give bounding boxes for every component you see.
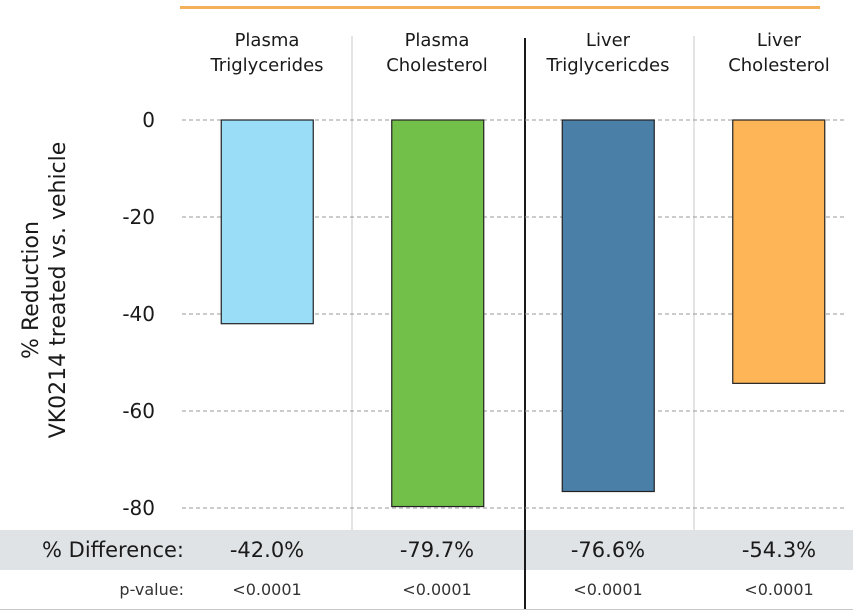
p-value-row: p-value: <0.0001 <0.0001 <0.0001 <0.0001: [0, 570, 853, 609]
category-label-plasma-triglycerides: Plasma Triglycerides: [182, 28, 352, 78]
category-label-line2: Triglycericdes: [546, 55, 670, 76]
percent-difference-value: -42.0%: [229, 538, 305, 562]
bar: [561, 119, 655, 493]
bar: [391, 119, 485, 508]
top-accent-rule: [180, 6, 820, 9]
category-label-liver-cholesterol: Liver Cholesterol: [694, 28, 853, 78]
y-tick-label: -40: [122, 302, 155, 326]
y-tick-label: 0: [142, 108, 155, 132]
category-label-line1: Plasma: [404, 30, 470, 51]
y-tick-label: -60: [122, 399, 155, 423]
percent-difference-row: % Difference: -42.0% -79.7% -76.6% -54.3…: [0, 530, 853, 570]
bar: [732, 119, 826, 384]
category-label-liver-triglycerides: Liver Triglycericdes: [523, 28, 693, 78]
y-tick-label: -20: [122, 205, 155, 229]
percent-difference-label: % Difference:: [42, 538, 184, 562]
category-label-line1: Liver: [585, 30, 631, 51]
p-value: <0.0001: [402, 580, 472, 599]
y-axis-label-line2: VK0214 treated vs. vehicle: [46, 141, 71, 439]
category-label-line1: Plasma: [234, 30, 300, 51]
percent-difference-value: -79.7%: [399, 538, 475, 562]
category-label-line2: Cholesterol: [728, 55, 830, 76]
bar: [220, 119, 314, 325]
category-label-line2: Cholesterol: [386, 55, 488, 76]
p-value-label: p-value:: [119, 580, 184, 599]
percent-difference-value: -54.3%: [741, 538, 817, 562]
y-axis-label-line1: % Reduction: [19, 221, 44, 359]
category-label-line1: Liver: [756, 30, 802, 51]
row-divider: [0, 609, 853, 610]
p-value: <0.0001: [744, 580, 814, 599]
percent-difference-value: -76.6%: [570, 538, 646, 562]
y-tick-label: -80: [122, 496, 155, 520]
category-label-plasma-cholesterol: Plasma Cholesterol: [352, 28, 522, 78]
p-value: <0.0001: [573, 580, 643, 599]
p-value: <0.0001: [232, 580, 302, 599]
category-label-line2: Triglycerides: [210, 55, 324, 76]
